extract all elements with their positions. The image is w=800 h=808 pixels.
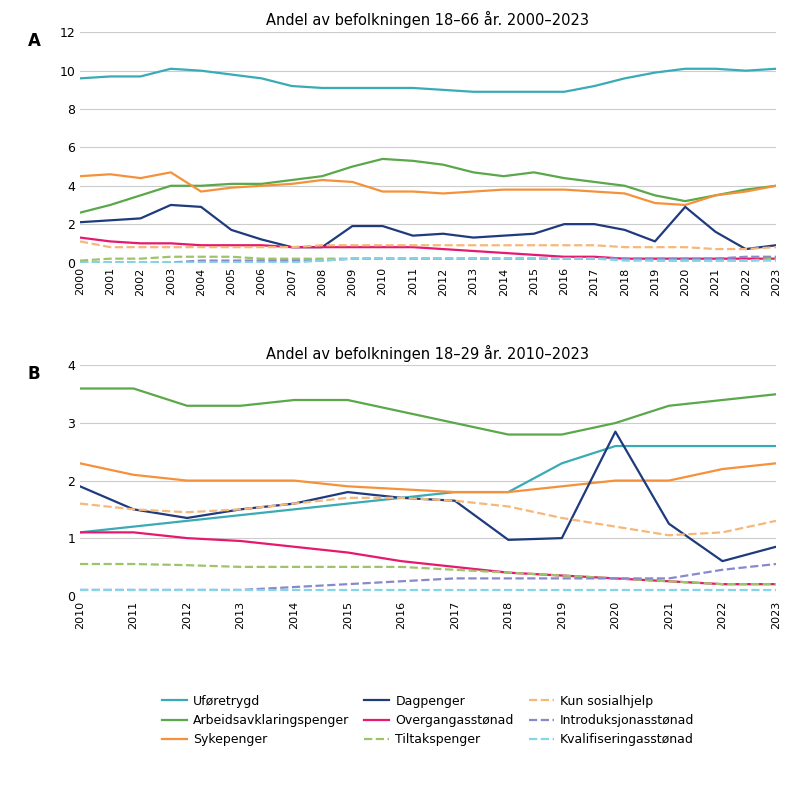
Title: Andel av befolkningen 18–66 år. 2000–2023: Andel av befolkningen 18–66 år. 2000–202…	[266, 11, 590, 28]
Legend: Uføretrygd, Arbeidsavklaringspenger, Sykepenger, Dagpenger, Overgangasstønad, Ti: Uføretrygd, Arbeidsavklaringspenger, Syk…	[162, 695, 694, 747]
Title: Andel av befolkningen 18–29 år. 2010–2023: Andel av befolkningen 18–29 år. 2010–202…	[266, 344, 590, 361]
Text: A: A	[28, 32, 41, 50]
Text: B: B	[28, 365, 41, 384]
